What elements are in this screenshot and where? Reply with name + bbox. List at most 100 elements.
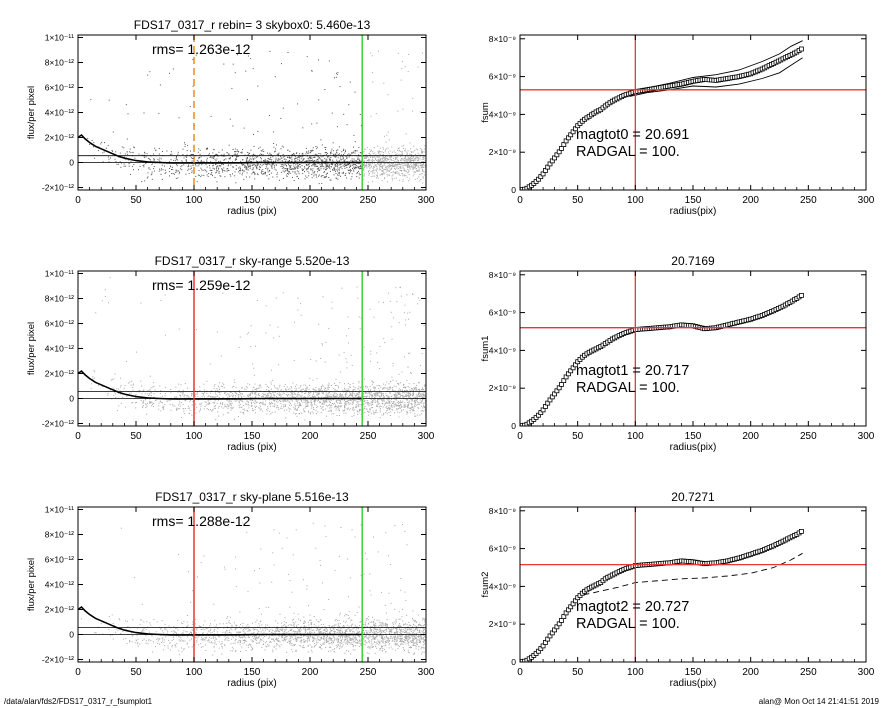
pixel-point — [275, 297, 277, 299]
pixel-point — [347, 383, 349, 384]
pixel-point — [333, 394, 335, 396]
pixel-point — [357, 388, 359, 390]
pixel-point — [375, 169, 377, 171]
pixel-point — [290, 168, 291, 170]
pixel-point — [407, 392, 409, 393]
pixel-point — [313, 165, 315, 167]
pixel-point — [153, 393, 155, 395]
pixel-point — [377, 160, 379, 162]
pixel-point — [277, 158, 279, 160]
pixel-point — [393, 397, 395, 399]
pixel-point — [252, 171, 254, 173]
pixel-point — [264, 172, 266, 174]
pixel-point — [143, 630, 145, 632]
pixel-point — [300, 161, 302, 162]
pixel-point — [169, 404, 171, 406]
pixel-point — [378, 159, 379, 161]
pixel-point — [153, 168, 155, 170]
pixel-point — [300, 155, 302, 157]
pixel-point — [264, 160, 266, 161]
pixel-point — [325, 394, 327, 396]
pixel-point — [253, 367, 255, 369]
pixel-point — [339, 167, 341, 169]
pixel-point — [179, 171, 180, 173]
pixel-point — [351, 152, 353, 154]
pixel-point — [180, 384, 182, 386]
pixel-point — [379, 174, 381, 176]
pixel-point — [141, 385, 143, 387]
pixel-point — [367, 395, 369, 397]
pixel-point — [210, 392, 212, 394]
pixel-point — [271, 166, 273, 168]
pixel-point — [386, 402, 388, 404]
pixel-point — [251, 405, 252, 407]
pixel-point — [218, 172, 220, 174]
pixel-point — [301, 165, 303, 167]
pixel-point — [348, 409, 350, 411]
pixel-point — [314, 399, 315, 401]
pixel-point — [307, 160, 309, 162]
pixel-point — [188, 173, 190, 175]
pixel-point — [182, 389, 184, 391]
pixel-point — [310, 168, 312, 170]
pixel-point — [417, 178, 418, 180]
pixel-point — [367, 404, 369, 406]
pixel-point — [358, 397, 360, 399]
pixel-point — [360, 399, 362, 401]
pixel-point — [304, 407, 306, 409]
pixel-point — [160, 168, 162, 170]
pixel-point — [297, 395, 299, 397]
pixel-point — [338, 393, 340, 395]
pixel-point — [295, 400, 297, 402]
pixel-point — [383, 394, 384, 396]
pixel-point — [391, 395, 393, 397]
pixel-point — [315, 174, 317, 176]
pixel-point — [406, 153, 408, 155]
pixel-point — [129, 151, 131, 153]
pixel-point — [303, 628, 305, 630]
pixel-point — [160, 173, 162, 175]
pixel-point — [285, 388, 287, 390]
pixel-point — [312, 172, 314, 174]
pixel-point — [392, 389, 394, 391]
pixel-point — [418, 393, 420, 395]
pixel-point — [319, 164, 321, 166]
pixel-point — [343, 158, 344, 160]
pixel-point — [306, 176, 308, 178]
pixel-point — [219, 382, 220, 384]
pixel-point — [255, 166, 257, 168]
pixel-point — [244, 154, 246, 156]
pixel-point — [327, 397, 328, 399]
pixel-point — [336, 74, 338, 76]
pixel-point — [261, 410, 263, 412]
pixel-point — [353, 163, 355, 165]
pixel-point — [400, 166, 402, 168]
pixel-point — [252, 164, 254, 166]
pixel-point — [368, 174, 370, 176]
pixel-point — [258, 147, 260, 149]
pixel-point — [365, 166, 367, 168]
y-tick-label: 1×10⁻¹¹ — [45, 269, 74, 279]
pixel-point — [330, 404, 332, 406]
pixel-point — [377, 398, 379, 400]
pixel-point — [349, 395, 351, 397]
pixel-point — [281, 389, 283, 391]
pixel-point — [240, 393, 242, 395]
pixel-point — [305, 384, 307, 386]
pixel-point — [189, 409, 191, 411]
pixel-point — [290, 386, 292, 388]
pixel-point — [377, 145, 379, 147]
pixel-point — [365, 157, 367, 159]
pixel-point — [404, 159, 406, 161]
x-tick-label: 250 — [360, 195, 377, 206]
pixel-point — [388, 139, 390, 141]
pixel-point — [293, 407, 295, 409]
pixel-point — [422, 150, 424, 152]
pixel-point — [382, 157, 384, 159]
pixel-point — [340, 402, 342, 404]
pixel-point — [211, 157, 213, 159]
pixel-point — [354, 150, 356, 152]
pixel-point — [416, 401, 418, 403]
pixel-point — [220, 355, 222, 357]
pixel-point — [293, 153, 295, 155]
